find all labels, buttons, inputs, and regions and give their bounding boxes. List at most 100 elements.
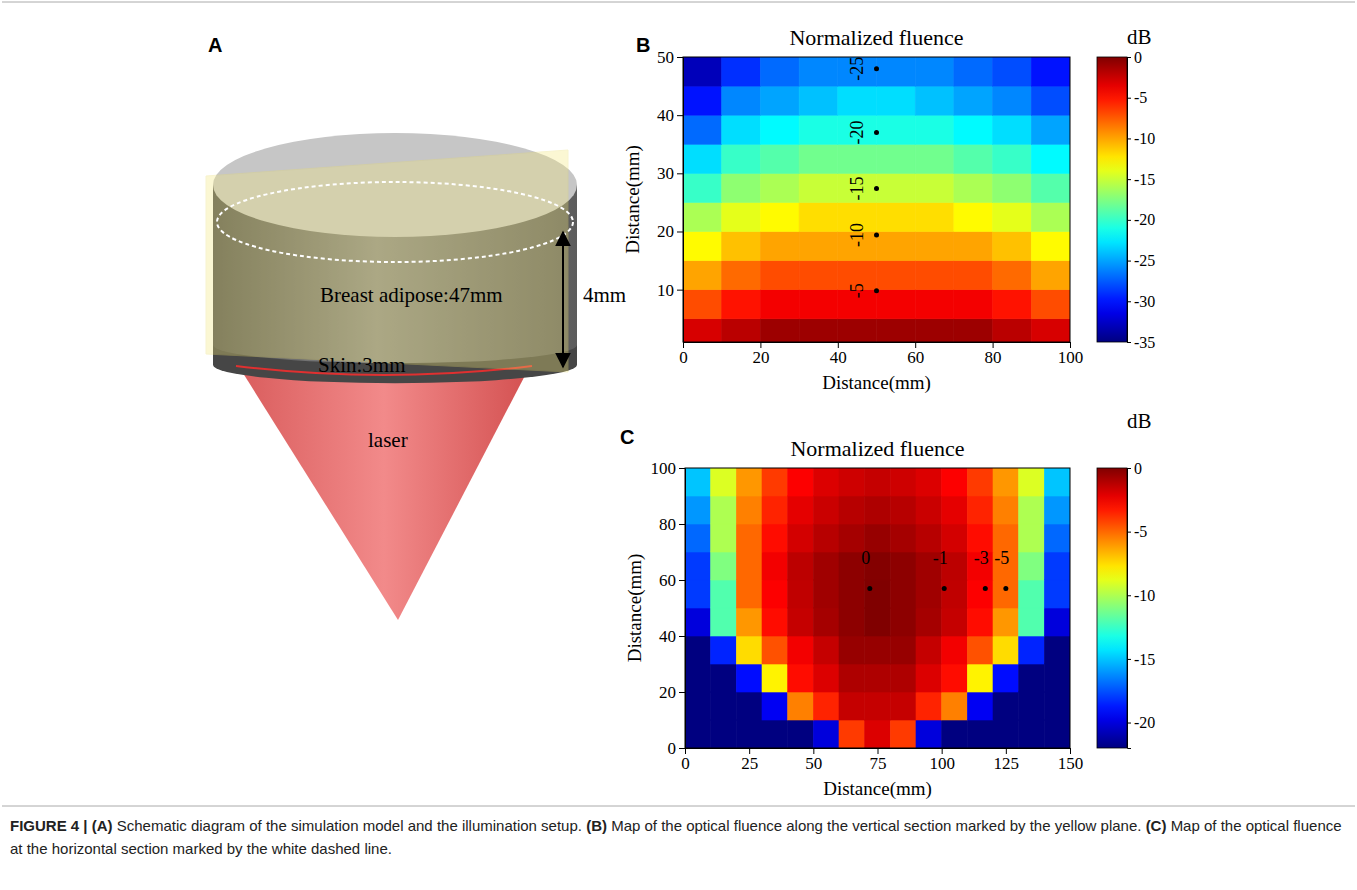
tick-label: -5 [1134, 89, 1147, 106]
heatmap-cells [683, 57, 1070, 342]
heatmap-cell [1019, 608, 1045, 636]
heatmap-cell [1044, 496, 1070, 524]
heatmap-cell [954, 202, 993, 231]
heatmap-cell [736, 468, 762, 496]
heatmap-cell [722, 173, 761, 202]
heatmap-cell [685, 608, 711, 636]
heatmap-cell [736, 636, 762, 664]
heatmap-cell [799, 173, 838, 202]
panel-letter: A [208, 34, 222, 56]
heatmap-cell [942, 720, 968, 748]
heatmap-cell [1031, 261, 1070, 290]
heatmap-cell [760, 202, 799, 231]
tick-label: -35 [1134, 334, 1155, 351]
heatmap-cell [915, 290, 954, 319]
heatmap-cell [890, 496, 916, 524]
tick-label: 40 [830, 348, 847, 367]
heatmap-cell [1031, 231, 1070, 260]
heatmap-cell [799, 86, 838, 115]
heatmap-cell [1031, 319, 1070, 342]
tick-mark [1127, 57, 1131, 58]
heatmap-cell [942, 468, 968, 496]
heatmap-cell [877, 319, 916, 342]
heatmap-cell [788, 692, 814, 720]
heatmap-cell [865, 636, 891, 664]
heatmap-cell [993, 720, 1019, 748]
heatmap-cell [1044, 720, 1070, 748]
laser-label: laser [368, 428, 408, 452]
heatmap-cell [1044, 468, 1070, 496]
panel-0: 0204060801001020304050Normalized fluence… [622, 25, 1155, 394]
heatmap-cell [967, 496, 993, 524]
heatmap-cell [877, 144, 916, 173]
heatmap-cell [916, 496, 942, 524]
heatmap-cell [683, 115, 722, 144]
heatmap-cell [877, 290, 916, 319]
tick: -10 [1127, 130, 1155, 147]
tick: 20 [659, 683, 685, 702]
heatmap-cell [1031, 144, 1070, 173]
tick-mark [1127, 98, 1131, 99]
heatmap-cell [683, 144, 722, 173]
heatmap-cell [993, 468, 1019, 496]
tick-mark [677, 290, 683, 291]
heatmap-cell [799, 290, 838, 319]
heatmap-cell [942, 580, 968, 608]
heatmap-cell [762, 692, 788, 720]
heatmap-cell [685, 524, 711, 552]
heatmap-cell [683, 319, 722, 342]
annotation-label: -15 [847, 176, 867, 200]
heatmap-cell [993, 261, 1032, 290]
tick-mark [1127, 595, 1131, 596]
heatmap-cell [1019, 720, 1045, 748]
annotation-dot [983, 586, 988, 591]
heatmap-cell [993, 231, 1032, 260]
tick: 100 [651, 459, 686, 478]
tick-mark [677, 173, 683, 174]
tick: 100 [1058, 342, 1084, 367]
heatmap-cell [865, 664, 891, 692]
heatmap-cell [916, 664, 942, 692]
heatmap-cell [813, 692, 839, 720]
heatmap-cell [865, 720, 891, 748]
heatmap-cell [760, 231, 799, 260]
tick: 40 [659, 627, 685, 646]
tick: 150 [1058, 748, 1084, 773]
heatmap-cell [942, 636, 968, 664]
heatmap-cell [736, 580, 762, 608]
heatmap-cell [890, 664, 916, 692]
tick-label: 100 [1058, 348, 1084, 367]
heatmap-cell [683, 173, 722, 202]
caption-label: FIGURE 4 | [10, 817, 88, 834]
x-axis-title: Distance(mm) [823, 778, 932, 800]
heatmap-cell [877, 261, 916, 290]
heatmap-cell [954, 86, 993, 115]
tick-label: 25 [741, 754, 758, 773]
tick-mark [679, 468, 685, 469]
heatmap-cell [685, 720, 711, 748]
annotation-label: -1 [933, 548, 948, 568]
tick: 80 [659, 515, 685, 534]
heatmap-cell [1031, 202, 1070, 231]
heatmap-cell [954, 231, 993, 260]
tick: -5 [1127, 89, 1147, 106]
tick-mark [1127, 659, 1131, 660]
heatmap-cell [1019, 524, 1045, 552]
tick: -25 [1127, 252, 1155, 269]
colorbar [1097, 468, 1127, 748]
heatmap-cell [915, 173, 954, 202]
heatmap-cell [788, 636, 814, 664]
heatmap-cell [722, 144, 761, 173]
heatmap-cell [799, 231, 838, 260]
heatmap-cell [1044, 636, 1070, 664]
heatmap-cell [838, 57, 877, 86]
annotation-label: -5 [994, 548, 1009, 568]
tick: -30 [1127, 293, 1155, 310]
heatmap-cell [954, 261, 993, 290]
heatmap-cell [683, 290, 722, 319]
heatmap-cell [788, 468, 814, 496]
heatmap-cell [993, 115, 1032, 144]
x-axis: 020406080100 [679, 342, 1083, 367]
heatmap-cell [993, 636, 1019, 664]
heatmap-cell [711, 720, 737, 748]
